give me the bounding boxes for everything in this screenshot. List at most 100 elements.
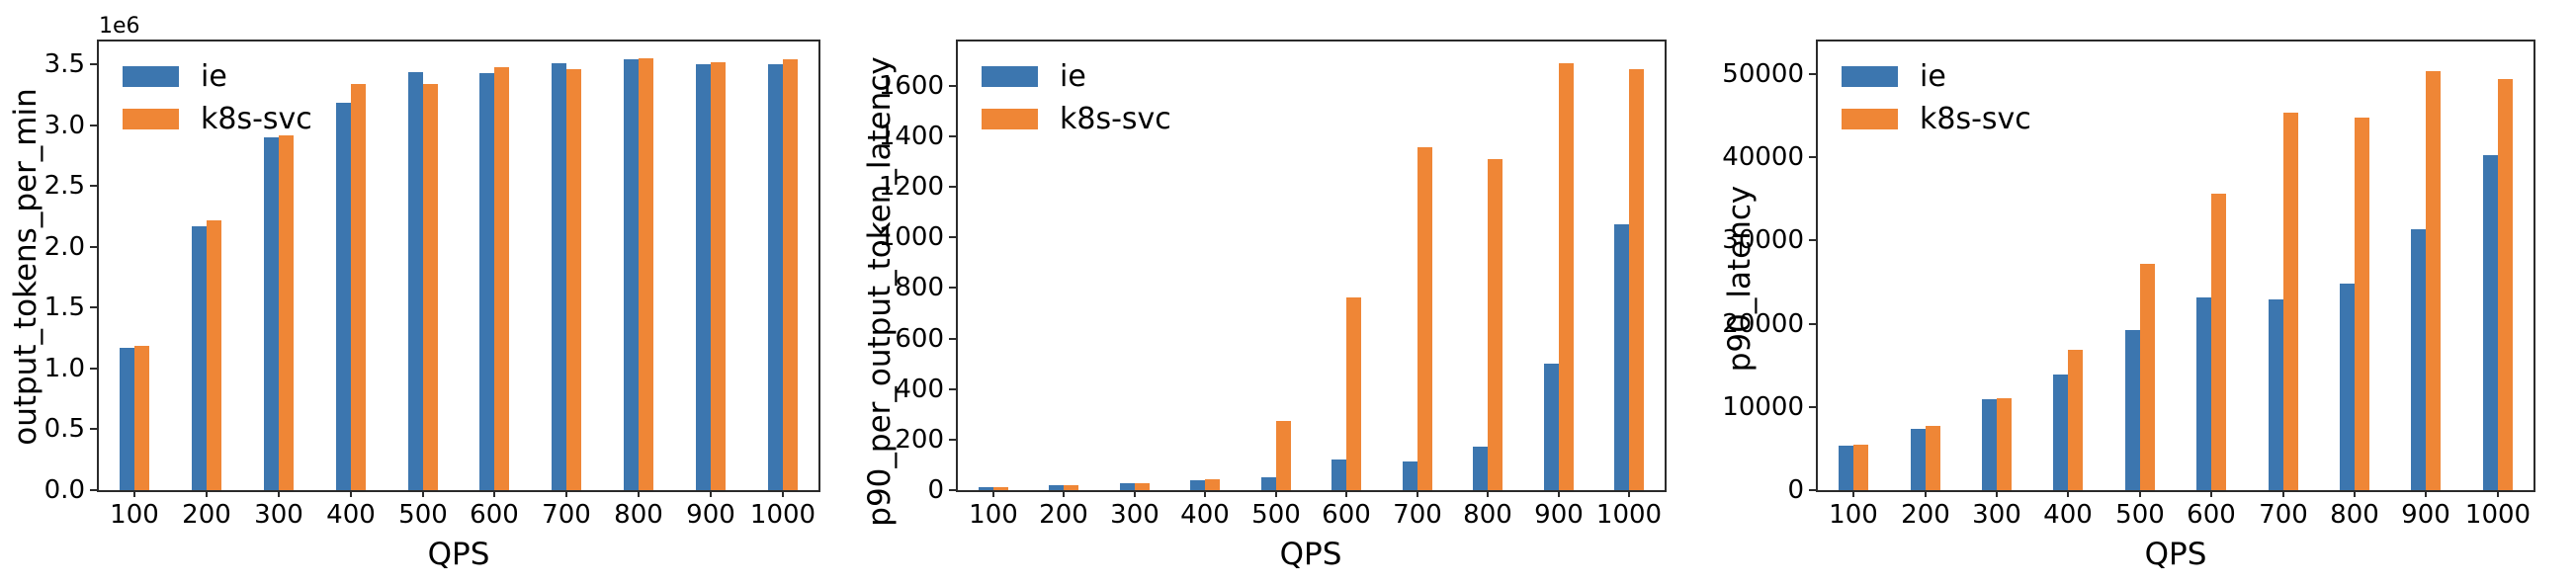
y-tick-label: 1600: [878, 71, 944, 101]
legend-item-ie: ie: [1842, 59, 2031, 94]
bar-k8s-svc-500: [423, 84, 438, 490]
bar-ie-300: [1120, 483, 1135, 490]
y-tick-label: 2.5: [43, 171, 85, 201]
y-tick-mark: [1809, 323, 1816, 325]
y-tick-label: 0: [927, 475, 944, 505]
x-tick-label: 400: [1180, 500, 1230, 530]
bar-ie-300: [264, 137, 279, 490]
x-tick-mark: [2210, 492, 2212, 497]
x-tick-label: 900: [686, 500, 735, 530]
y-tick-mark: [949, 489, 956, 491]
y-tick-mark: [90, 428, 97, 430]
x-tick-mark: [1996, 492, 1998, 497]
legend-item-ie: ie: [982, 59, 1171, 94]
legend-item-k8s-svc: k8s-svc: [1842, 102, 2031, 136]
x-axis-label: QPS: [1279, 537, 1342, 572]
legend-label-k8s-svc: k8s-svc: [201, 102, 312, 136]
y-tick-label: 800: [895, 273, 944, 302]
bar-k8s-svc-900: [2426, 71, 2441, 490]
x-tick-label: 800: [1463, 500, 1512, 530]
x-tick-label: 200: [1901, 500, 1950, 530]
x-tick-label: 300: [254, 500, 303, 530]
y-tick-label: 0.0: [43, 475, 85, 505]
x-tick-mark: [1558, 492, 1560, 497]
bar-ie-400: [2053, 375, 2068, 490]
x-tick-mark: [782, 492, 784, 497]
x-tick-label: 400: [326, 500, 376, 530]
bar-ie-100: [1839, 446, 1853, 490]
bar-ie-300: [1982, 399, 1997, 490]
x-tick-mark: [2354, 492, 2356, 497]
x-tick-mark: [350, 492, 352, 497]
bar-ie-600: [479, 73, 494, 490]
y-tick-label: 600: [895, 324, 944, 354]
bar-ie-800: [2340, 284, 2355, 490]
bar-k8s-svc-300: [1997, 398, 2012, 490]
y-tick-mark: [949, 85, 956, 87]
x-tick-label: 300: [1972, 500, 2021, 530]
bar-k8s-svc-900: [1559, 63, 1574, 490]
x-tick-label: 600: [1322, 500, 1371, 530]
x-tick-label: 800: [614, 500, 663, 530]
x-tick-mark: [2282, 492, 2284, 497]
x-tick-label: 600: [470, 500, 519, 530]
legend-swatch-k8s-svc: [1842, 109, 1898, 129]
y-tick-label: 50000: [1722, 59, 1804, 89]
x-tick-label: 1000: [1595, 500, 1663, 530]
y-tick-label: 10000: [1722, 392, 1804, 422]
bar-ie-800: [624, 59, 639, 490]
y-tick-label: 1.5: [43, 292, 85, 322]
y-tick-label: 0.5: [43, 414, 85, 444]
x-tick-mark: [2497, 492, 2499, 497]
y-tick-mark: [90, 125, 97, 126]
bar-ie-1000: [768, 64, 783, 490]
plot-area: ie k8s-svc 0 10000 20000 30000 40000 50000 100…: [1722, 40, 2535, 530]
bar-ie-800: [1473, 447, 1488, 490]
bar-ie-1000: [2483, 155, 2498, 490]
x-tick-mark: [278, 492, 280, 497]
legend-item-ie: ie: [123, 59, 312, 94]
y-tick-label: 0: [1787, 475, 1804, 505]
bar-k8s-svc-400: [2068, 350, 2083, 490]
bar-k8s-svc-900: [711, 62, 726, 490]
x-tick-mark: [638, 492, 640, 497]
x-tick-mark: [2067, 492, 2069, 497]
legend-swatch-k8s-svc: [982, 109, 1038, 129]
y-tick-label: 40000: [1722, 142, 1804, 172]
y-axis-label: output_tokens_per_min: [8, 88, 43, 446]
y-axis-label: p90_per_output_token_latency: [862, 56, 898, 527]
bar-k8s-svc-100: [134, 346, 149, 490]
bar-k8s-svc-100: [1853, 445, 1868, 490]
y-tick-mark: [949, 236, 956, 238]
x-tick-label: 900: [2401, 500, 2450, 530]
axis-offset-text: 1e6: [99, 14, 140, 39]
bar-ie-400: [336, 103, 351, 490]
x-axis-label: QPS: [427, 537, 490, 572]
bar-k8s-svc-700: [1417, 147, 1432, 490]
x-tick-label: 600: [2187, 500, 2236, 530]
bar-k8s-svc-200: [1064, 485, 1078, 490]
x-axis-label: QPS: [2144, 537, 2207, 572]
y-tick-mark: [949, 186, 956, 188]
x-tick-label: 500: [398, 500, 448, 530]
bar-ie-700: [1403, 461, 1417, 490]
y-tick-mark: [949, 439, 956, 441]
legend-swatch-ie: [123, 66, 179, 87]
bar-k8s-svc-600: [1346, 297, 1361, 490]
bar-ie-100: [120, 348, 134, 490]
y-tick-mark: [90, 306, 97, 308]
x-tick-label: 900: [1534, 500, 1584, 530]
x-tick-label: 700: [1393, 500, 1442, 530]
x-tick-mark: [493, 492, 495, 497]
bar-ie-400: [1190, 480, 1205, 490]
bar-ie-600: [2196, 297, 2211, 490]
y-tick-label: 1200: [878, 172, 944, 202]
legend: ie k8s-svc: [982, 59, 1171, 151]
bar-ie-1000: [1614, 224, 1629, 490]
bar-k8s-svc-100: [993, 487, 1008, 490]
bar-k8s-svc-500: [1276, 421, 1291, 490]
legend-item-k8s-svc: k8s-svc: [982, 102, 1171, 136]
